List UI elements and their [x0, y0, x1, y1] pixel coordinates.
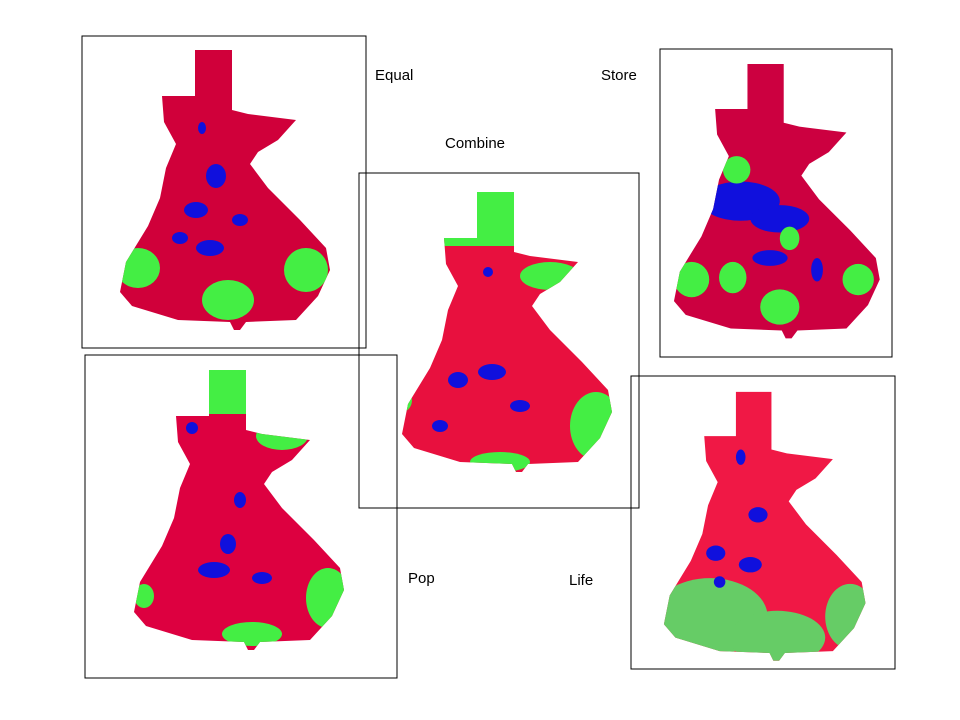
panel-label: Pop: [408, 570, 435, 587]
panel-frame: [84, 354, 398, 679]
map-store: [673, 63, 880, 339]
panel-frame: [358, 172, 640, 509]
panel-label: Equal: [375, 67, 413, 84]
panel-label: Combine: [445, 135, 505, 152]
panel-frame: [81, 35, 367, 349]
map-equal: [120, 50, 330, 330]
panel-label: Store: [601, 67, 637, 84]
panel-frame: [630, 375, 896, 670]
panel-label: Life: [569, 572, 593, 589]
panel-frame: [659, 48, 893, 358]
